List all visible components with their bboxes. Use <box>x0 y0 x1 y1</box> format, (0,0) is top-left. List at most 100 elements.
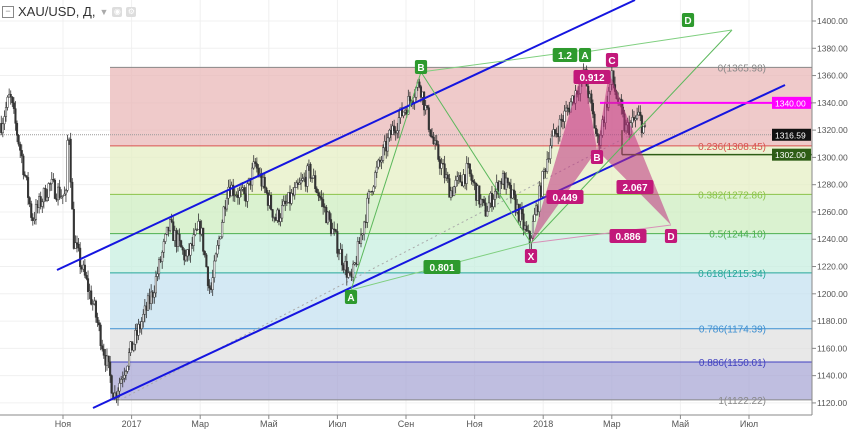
candle <box>590 93 593 104</box>
candle <box>336 231 339 254</box>
candle <box>377 159 380 168</box>
green-ratio-label-bg <box>423 260 461 274</box>
pink-point-b: B <box>593 153 600 164</box>
candle <box>64 190 67 195</box>
eye-icon[interactable]: ◉ <box>112 6 123 17</box>
candle <box>290 193 293 204</box>
candle <box>214 253 217 262</box>
candle <box>3 116 6 125</box>
y-tick-label: 1260.00 <box>817 207 848 217</box>
candle <box>75 242 79 245</box>
candle <box>102 348 105 356</box>
candle <box>352 263 355 278</box>
candle <box>359 234 363 244</box>
candle <box>374 172 377 188</box>
candle <box>334 229 337 232</box>
candle <box>225 197 228 210</box>
candle <box>265 187 268 193</box>
y-tick-label: 1340.00 <box>817 98 848 108</box>
candle <box>206 266 210 286</box>
pink-point-x: X <box>528 252 535 263</box>
candle <box>211 277 214 290</box>
y-tick-label: 1280.00 <box>817 180 848 190</box>
candle <box>181 246 184 251</box>
candle <box>429 129 432 137</box>
y-tick-label: 1140.00 <box>817 371 847 381</box>
green-point-b: B <box>417 63 424 74</box>
candle <box>636 114 639 119</box>
candle <box>396 130 399 134</box>
candle <box>318 195 322 198</box>
candle <box>39 196 42 207</box>
candle <box>337 252 340 255</box>
candle <box>128 352 131 367</box>
candle <box>298 182 301 185</box>
green-point-a2: A <box>581 51 588 62</box>
y-tick-label: 1400.00 <box>817 16 848 26</box>
candle <box>216 245 219 255</box>
candle <box>492 199 495 208</box>
candle <box>301 178 304 181</box>
caret-down-icon[interactable]: ▼ <box>99 6 109 17</box>
candle <box>558 118 561 138</box>
fib-level-label: 0.618(1215.34) <box>698 269 766 280</box>
green-point-d: D <box>684 16 691 27</box>
green-point-a-bg <box>344 290 358 304</box>
candle <box>643 125 647 127</box>
candle <box>587 85 590 99</box>
candle <box>33 219 36 221</box>
price-label-bg <box>772 148 811 161</box>
candle <box>341 249 344 266</box>
candle <box>107 355 110 363</box>
candle <box>363 221 366 234</box>
candle <box>121 377 124 380</box>
candle <box>157 259 161 275</box>
candle <box>34 203 38 220</box>
y-tick-label: 1120.00 <box>817 398 847 408</box>
candle <box>528 231 531 244</box>
candle <box>514 194 517 213</box>
candle <box>124 371 127 376</box>
candle <box>85 275 88 279</box>
candle <box>366 197 369 223</box>
candle <box>279 217 282 222</box>
candle <box>20 150 23 157</box>
candle <box>110 375 113 394</box>
candle <box>91 303 94 305</box>
candle <box>563 110 566 122</box>
candle <box>96 317 99 323</box>
fib-level-label: 0.236(1308.45) <box>698 142 766 153</box>
gear-icon[interactable]: ⚙ <box>126 6 137 17</box>
candle <box>63 193 66 196</box>
candle <box>554 129 557 134</box>
candle <box>271 209 274 218</box>
candle <box>52 179 55 181</box>
candle <box>593 113 596 129</box>
price-label-bg <box>772 96 811 109</box>
candle <box>541 171 544 197</box>
candle <box>454 180 457 188</box>
candle <box>408 96 411 101</box>
candle <box>443 163 446 179</box>
candle <box>299 180 303 184</box>
x-tick-label: Ноя <box>466 419 483 429</box>
candle <box>418 81 421 87</box>
candle <box>15 123 19 136</box>
minus-box-icon[interactable]: − <box>2 5 14 18</box>
candle <box>549 145 552 159</box>
x-tick-label: Июл <box>328 419 346 429</box>
x-tick-label: Мар <box>191 419 209 429</box>
candle <box>505 177 508 190</box>
candle <box>277 209 281 222</box>
candle <box>311 177 314 180</box>
candle <box>506 177 509 184</box>
candle <box>393 125 396 132</box>
candle <box>134 330 137 345</box>
candle <box>45 196 49 201</box>
candle <box>232 184 235 196</box>
green-point-a: A <box>347 293 354 304</box>
candle <box>471 180 475 183</box>
candle <box>94 300 97 318</box>
